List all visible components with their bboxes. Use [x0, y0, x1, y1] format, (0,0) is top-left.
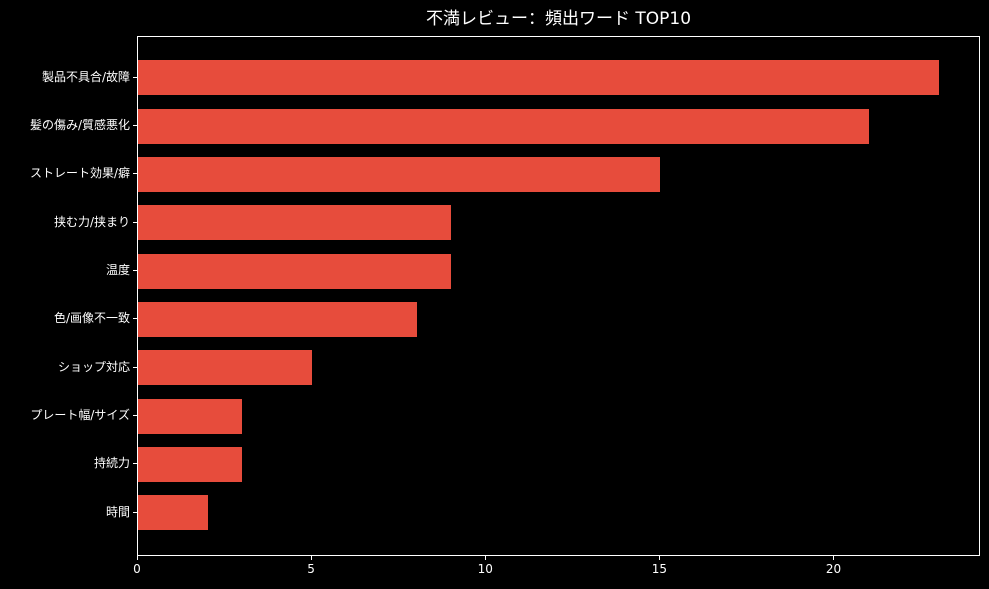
x-tick-mark — [137, 556, 138, 560]
y-tick-mark — [133, 511, 137, 513]
y-tick-mark — [133, 76, 137, 78]
bar — [138, 108, 870, 144]
x-tick-mark — [311, 556, 313, 560]
y-axis-label: プレート幅/サイズ — [30, 408, 130, 422]
x-tick-mark — [833, 556, 835, 560]
y-tick-mark — [133, 318, 137, 320]
x-tick-label: 5 — [307, 562, 315, 576]
x-tick-label: 0 — [133, 562, 141, 576]
y-tick-mark — [133, 125, 137, 127]
bar — [138, 446, 243, 482]
y-axis-label: 色/画像不一致 — [53, 311, 130, 326]
bar — [138, 253, 452, 289]
x-tick-label: 15 — [651, 562, 667, 576]
y-axis-label: 持続力 — [93, 456, 130, 471]
y-axis-label: 製品不具合/故障 — [41, 69, 130, 84]
y-axis-label: ストレート効果/癖 — [29, 166, 130, 181]
bar — [138, 156, 661, 192]
y-axis-label: ショップ対応 — [57, 359, 130, 374]
y-tick-mark — [133, 270, 137, 272]
y-tick-mark — [133, 173, 137, 175]
bar — [138, 495, 208, 531]
y-axis-label: 温度 — [105, 263, 130, 278]
bar — [138, 60, 939, 96]
plot-area — [137, 36, 980, 556]
y-tick-mark — [133, 463, 137, 465]
y-tick-mark — [133, 221, 137, 223]
bar — [138, 350, 313, 386]
y-axis-label: 時間 — [105, 504, 130, 519]
x-tick-label: 20 — [825, 562, 842, 576]
bar — [138, 398, 243, 434]
y-tick-mark — [133, 415, 137, 416]
y-tick-mark — [133, 366, 137, 368]
x-tick-label: 10 — [477, 562, 493, 576]
chart-title: 不満レビュー：頻出ワード TOP10 — [425, 9, 692, 29]
bar — [138, 205, 452, 241]
bar — [138, 301, 417, 337]
x-tick-mark — [485, 556, 487, 560]
y-axis-label: 挟む力/挟まり — [53, 214, 130, 229]
y-axis-label: 髪の傷み/質感悪化 — [29, 118, 130, 133]
x-tick-mark — [659, 556, 661, 560]
